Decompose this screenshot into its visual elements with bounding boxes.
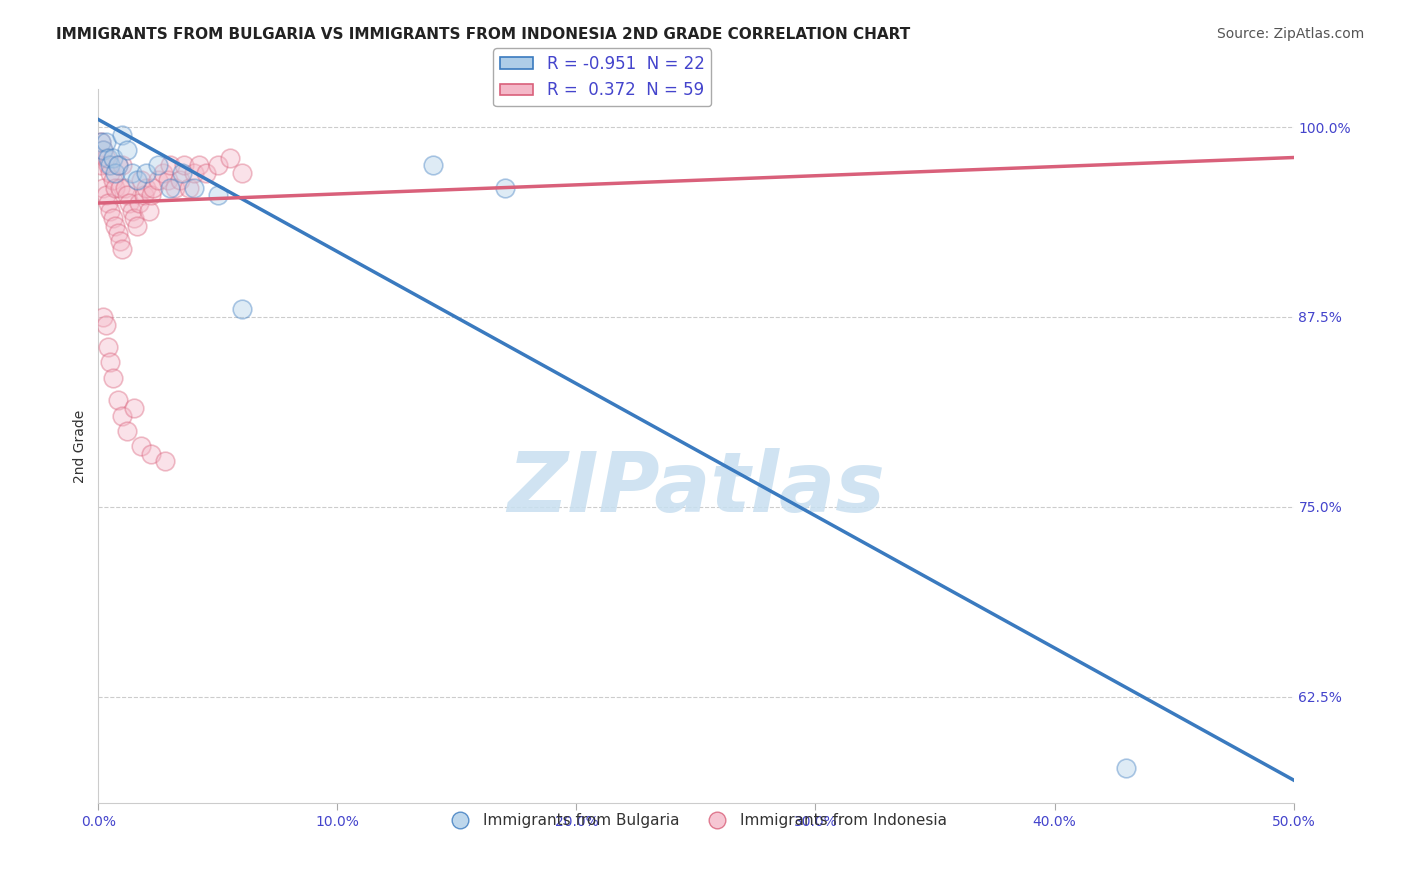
Point	[207, 158, 229, 172]
Point	[125, 173, 148, 187]
Point	[107, 227, 129, 241]
Point	[169, 173, 191, 187]
Point	[91, 181, 114, 195]
Point	[98, 355, 122, 369]
Point	[142, 181, 165, 195]
Point	[107, 158, 129, 172]
Point	[94, 188, 117, 202]
Point	[187, 158, 209, 172]
Point	[94, 151, 117, 165]
Point	[91, 143, 114, 157]
Point	[139, 188, 162, 202]
Text: Source: ZipAtlas.com: Source: ZipAtlas.com	[1216, 27, 1364, 41]
Point	[115, 143, 138, 157]
Point	[148, 173, 170, 187]
Point	[135, 166, 157, 180]
Point	[97, 158, 120, 172]
Point	[152, 166, 174, 180]
Point	[115, 424, 138, 438]
Point	[94, 318, 117, 332]
Point	[179, 181, 201, 195]
Point	[138, 203, 160, 218]
Point	[114, 181, 136, 195]
Point	[101, 211, 124, 226]
Point	[107, 393, 129, 408]
Point	[231, 302, 253, 317]
Point	[118, 196, 141, 211]
Text: ZIPatlas: ZIPatlas	[508, 449, 884, 529]
Text: IMMIGRANTS FROM BULGARIA VS IMMIGRANTS FROM INDONESIA 2ND GRADE CORRELATION CHAR: IMMIGRANTS FROM BULGARIA VS IMMIGRANTS F…	[56, 27, 911, 42]
Point	[104, 181, 127, 195]
Point	[207, 188, 229, 202]
Point	[91, 310, 114, 324]
Point	[125, 219, 148, 233]
Point	[101, 173, 124, 187]
Point	[183, 166, 205, 180]
Point	[107, 158, 129, 172]
Point	[135, 181, 157, 195]
Point	[139, 447, 162, 461]
Point	[111, 158, 134, 172]
Point	[108, 234, 131, 248]
Point	[183, 181, 205, 195]
Point	[90, 136, 112, 150]
Point	[173, 158, 195, 172]
Point	[148, 158, 170, 172]
Point	[124, 401, 146, 415]
Point	[108, 181, 131, 195]
Point	[104, 219, 127, 233]
Point	[172, 166, 194, 180]
Point	[90, 136, 112, 150]
Point	[121, 166, 143, 180]
Point	[131, 439, 153, 453]
Point	[494, 181, 516, 195]
Point	[94, 136, 117, 150]
Point	[111, 242, 134, 256]
Point	[115, 188, 138, 202]
Point	[231, 166, 253, 180]
Point	[104, 166, 127, 180]
Y-axis label: 2nd Grade: 2nd Grade	[73, 409, 87, 483]
Point	[422, 158, 444, 172]
Point	[155, 454, 177, 468]
Point	[111, 409, 134, 423]
Point	[101, 370, 124, 384]
Point	[90, 158, 112, 172]
Legend: Immigrants from Bulgaria, Immigrants from Indonesia: Immigrants from Bulgaria, Immigrants fro…	[439, 807, 953, 834]
Point	[98, 158, 122, 172]
Point	[98, 203, 122, 218]
Point	[97, 196, 120, 211]
Point	[156, 173, 179, 187]
Point	[101, 151, 124, 165]
Point	[1115, 761, 1137, 775]
Point	[195, 166, 218, 180]
Point	[97, 340, 120, 354]
Point	[131, 173, 153, 187]
Point	[97, 151, 120, 165]
Point	[121, 203, 143, 218]
Point	[132, 188, 155, 202]
Point	[219, 151, 242, 165]
Point	[111, 128, 134, 142]
Point	[128, 196, 150, 211]
Point	[159, 158, 181, 172]
Point	[124, 211, 146, 226]
Point	[163, 181, 186, 195]
Point	[91, 143, 114, 157]
Point	[159, 181, 181, 195]
Point	[98, 166, 122, 180]
